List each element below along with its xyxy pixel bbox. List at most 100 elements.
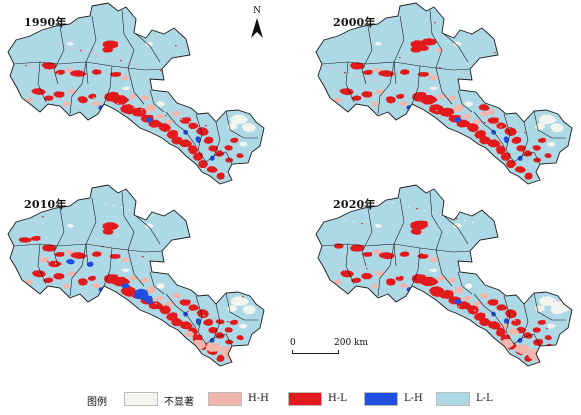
speckle-hh bbox=[518, 58, 520, 60]
map-panel-1990: 1990年 N bbox=[0, 0, 270, 190]
speckle-hl bbox=[421, 253, 423, 255]
speckle-hh bbox=[522, 322, 524, 324]
speckle-ns bbox=[154, 156, 156, 158]
speckle-hh bbox=[381, 125, 383, 127]
speckle-hl bbox=[349, 117, 351, 119]
admin-boundary bbox=[127, 67, 145, 105]
speckle-hh bbox=[62, 118, 64, 120]
cluster-hh bbox=[429, 75, 439, 81]
admin-boundary bbox=[321, 243, 471, 253]
cluster-hl bbox=[378, 70, 395, 77]
speckle-ns bbox=[59, 161, 61, 163]
speckle-hl bbox=[232, 206, 234, 208]
region-outline bbox=[7, 184, 265, 367]
speckle-hh bbox=[442, 302, 444, 304]
cluster-hh bbox=[514, 344, 531, 355]
cluster-lh bbox=[195, 318, 201, 326]
cluster-ns bbox=[239, 141, 248, 147]
speckle-hl bbox=[25, 65, 27, 67]
cluster-hl bbox=[420, 95, 438, 105]
cluster-hl bbox=[215, 150, 225, 157]
speckle-hl bbox=[524, 132, 526, 134]
speckle-hh bbox=[428, 108, 430, 110]
speckle-ns bbox=[184, 354, 186, 356]
cluster-hh bbox=[25, 279, 34, 285]
cluster-hl bbox=[158, 305, 171, 315]
admin-boundary bbox=[13, 243, 163, 253]
speckle-hl bbox=[187, 311, 189, 313]
cluster-hl bbox=[334, 243, 344, 249]
admin-boundary bbox=[37, 243, 47, 285]
speckle-hh bbox=[118, 250, 120, 252]
speckle-hh bbox=[94, 126, 96, 128]
scale-bar: 0 200 km bbox=[286, 336, 376, 360]
cluster-ns bbox=[429, 268, 438, 272]
speckle-ns bbox=[487, 357, 489, 359]
cluster-hl bbox=[410, 228, 422, 235]
cluster-hl bbox=[203, 318, 214, 326]
speckle-hl bbox=[142, 256, 144, 258]
speckle-hh bbox=[72, 48, 74, 50]
speckle-ns bbox=[495, 359, 497, 361]
speckle-ns bbox=[216, 202, 218, 204]
cluster-hl bbox=[102, 228, 114, 235]
speckle-ns bbox=[162, 158, 164, 160]
speckle-hh bbox=[139, 299, 141, 301]
speckle-hh bbox=[487, 79, 489, 81]
speckle-ns bbox=[346, 160, 348, 162]
cluster-hl bbox=[487, 139, 501, 148]
speckle-ns bbox=[234, 176, 236, 178]
speckle-hl bbox=[220, 100, 222, 102]
speckle-hh bbox=[358, 266, 360, 268]
admin-boundary bbox=[69, 243, 87, 297]
speckle-ns bbox=[202, 168, 204, 170]
cluster-hh bbox=[25, 97, 34, 103]
speckle-hl bbox=[197, 241, 199, 243]
cluster-ns bbox=[121, 86, 130, 90]
speckle-hh bbox=[231, 59, 233, 61]
speckle-ns bbox=[153, 215, 155, 217]
speckle-hh bbox=[427, 327, 429, 329]
speckle-hh bbox=[64, 46, 66, 48]
speckle-hh bbox=[397, 247, 399, 249]
admin-boundary bbox=[103, 65, 113, 105]
speckle-hl bbox=[57, 351, 59, 353]
speckle-hh bbox=[398, 276, 400, 278]
admin-boundary bbox=[429, 191, 443, 251]
region-fill bbox=[8, 3, 264, 184]
cluster-ns bbox=[374, 42, 382, 46]
cluster-hl bbox=[43, 277, 54, 283]
speckle-hl bbox=[501, 273, 503, 275]
cluster-hl bbox=[206, 166, 218, 173]
admin-boundary bbox=[53, 25, 65, 85]
speckle-ns bbox=[131, 179, 133, 181]
speckle-hh bbox=[407, 59, 409, 61]
speckle-hh bbox=[152, 68, 154, 70]
speckle-hh bbox=[197, 123, 199, 125]
speckle-hl bbox=[344, 72, 346, 74]
speckle-ns bbox=[41, 347, 43, 349]
speckle-ns bbox=[51, 159, 53, 161]
speckle-hh bbox=[158, 260, 160, 262]
speckle-hl bbox=[331, 303, 333, 305]
cluster-lh bbox=[142, 295, 153, 302]
admin-boundary bbox=[513, 151, 541, 165]
speckle-hh bbox=[413, 251, 415, 253]
cluster-hl bbox=[487, 321, 501, 330]
cluster-lh bbox=[454, 117, 462, 123]
cluster-hl bbox=[70, 252, 87, 260]
speckle-ns bbox=[249, 151, 251, 153]
cluster-hh bbox=[500, 323, 509, 329]
speckle-hh bbox=[136, 64, 138, 66]
cluster-hl bbox=[171, 318, 183, 327]
speckle-hh bbox=[71, 267, 73, 269]
cluster-hh bbox=[437, 275, 446, 281]
speckle-hh bbox=[550, 66, 552, 68]
speckle-ns bbox=[338, 158, 340, 160]
cluster-hl bbox=[532, 327, 541, 333]
cluster-hl bbox=[225, 339, 234, 345]
admin-boundary bbox=[195, 295, 207, 345]
admin-boundary bbox=[457, 89, 473, 113]
speckle-hh bbox=[334, 260, 336, 262]
cluster-hl bbox=[91, 251, 102, 257]
